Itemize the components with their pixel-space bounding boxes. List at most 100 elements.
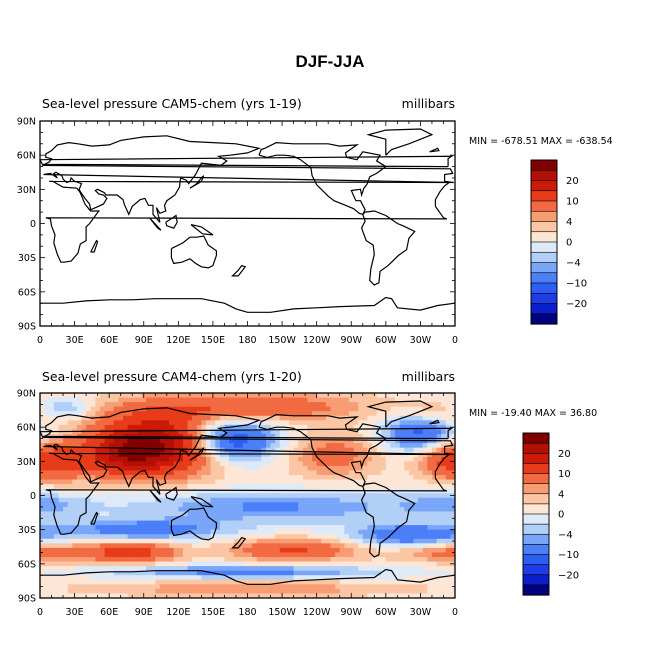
field-cell: [99, 529, 105, 535]
field-cell: [99, 561, 105, 567]
field-cell: [67, 452, 73, 458]
field-cell: [298, 525, 304, 531]
field-cell: [293, 497, 299, 503]
field-cell: [67, 484, 73, 490]
field-cell: [86, 506, 92, 512]
field-cell: [367, 402, 373, 408]
field-cell: [238, 434, 244, 439]
field-cell: [155, 511, 161, 517]
field-cell: [192, 406, 198, 412]
field-cell: [99, 593, 105, 598]
field-cell: [404, 547, 410, 553]
field-cell: [113, 415, 119, 421]
field-cell: [256, 529, 262, 535]
field-cell: [445, 566, 451, 572]
field-cell: [302, 516, 308, 521]
field-cell: [219, 520, 225, 526]
field-cell: [63, 415, 69, 421]
field-cell: [284, 506, 290, 512]
field-cell: [275, 452, 281, 458]
field-cell: [413, 429, 419, 435]
field-cell: [81, 497, 87, 503]
field-cell: [445, 420, 451, 426]
field-cell: [353, 402, 359, 408]
field-cell: [265, 547, 271, 553]
field-cell: [72, 420, 78, 426]
field-cell: [344, 411, 350, 417]
field-cell: [256, 411, 262, 417]
field-cell: [431, 575, 437, 581]
field-cell: [302, 534, 308, 540]
field-cell: [178, 529, 184, 535]
field-cell: [136, 438, 142, 444]
field-cell: [252, 525, 258, 531]
field-cell: [40, 475, 46, 480]
field-cell: [358, 538, 364, 544]
field-cell: [312, 429, 318, 435]
field-cell: [229, 520, 235, 526]
field-cell: [164, 511, 170, 517]
field-cell: [275, 397, 281, 403]
colorbar-swatch: [522, 574, 550, 586]
field-cell: [141, 579, 147, 585]
field-cell: [76, 543, 82, 549]
field-cell: [109, 456, 115, 462]
colorbar-swatch: [522, 463, 550, 475]
field-cell: [302, 543, 308, 549]
field-cell: [376, 529, 382, 535]
field-cell: [385, 584, 391, 590]
field-cell: [72, 584, 78, 590]
field-cell: [321, 411, 327, 417]
field-cell: [335, 520, 341, 526]
field-cell: [123, 561, 129, 567]
field-cell: [302, 557, 308, 562]
field-cell: [284, 543, 290, 549]
field-cell: [215, 479, 221, 485]
field-cell: [215, 525, 221, 531]
field-cell: [302, 552, 308, 558]
field-cell: [229, 547, 235, 553]
field-cell: [159, 488, 165, 494]
field-cell: [192, 579, 198, 585]
field-cell: [362, 516, 368, 521]
field-cell: [284, 547, 290, 553]
field-cell: [427, 475, 433, 480]
field-cell: [146, 443, 152, 449]
field-cell: [182, 424, 188, 430]
field-cell: [187, 493, 193, 499]
field-cell: [450, 547, 455, 553]
field-cell: [141, 575, 147, 581]
field-cell: [118, 557, 124, 562]
field-cell: [206, 561, 212, 567]
field-cell: [169, 579, 175, 585]
field-cell: [353, 547, 359, 553]
field-cell: [404, 447, 410, 453]
field-cell: [146, 506, 152, 512]
field-cell: [127, 502, 133, 508]
field-cell: [275, 588, 281, 594]
field-cell: [265, 424, 271, 430]
field-cell: [367, 397, 373, 403]
field-cell: [312, 497, 318, 503]
field-cell: [418, 402, 424, 408]
field-cell: [325, 424, 331, 430]
field-cell: [201, 543, 207, 549]
field-cell: [247, 493, 253, 499]
field-cell: [178, 452, 184, 458]
field-cell: [367, 584, 373, 590]
field-cell: [436, 593, 442, 598]
field-cell: [233, 493, 239, 499]
field-cell: [372, 456, 378, 462]
field-cell: [178, 424, 184, 430]
field-cell: [136, 493, 142, 499]
field-cell: [270, 575, 276, 581]
field-cell: [325, 438, 331, 444]
field-cell: [109, 479, 115, 485]
field-cell: [307, 402, 313, 408]
field-cell: [224, 570, 230, 576]
field-cell: [182, 420, 188, 426]
field-cell: [44, 520, 50, 526]
field-cell: [113, 447, 119, 453]
field-cell: [196, 547, 202, 553]
